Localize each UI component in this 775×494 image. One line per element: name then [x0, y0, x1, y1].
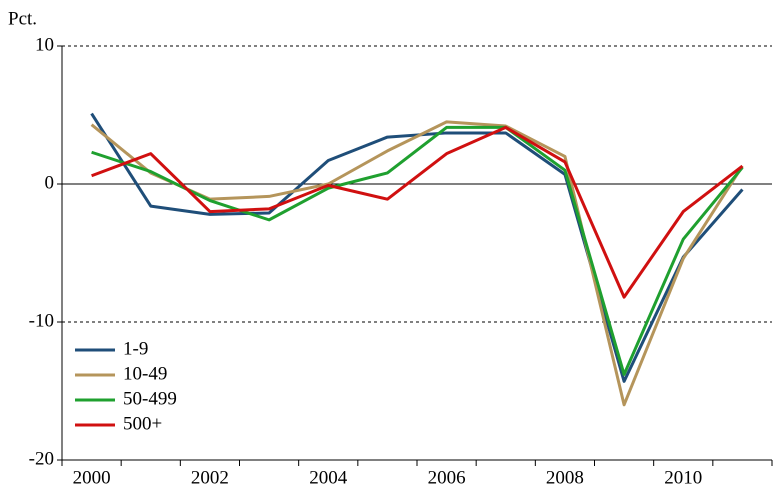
y-axis-label: Pct.: [8, 8, 37, 29]
x-tick-label: 2008: [546, 467, 584, 488]
y-tick-label: 10: [35, 34, 54, 55]
y-tick-label: -10: [29, 310, 54, 331]
legend-label: 10-49: [123, 363, 167, 384]
series-line: [91, 125, 744, 299]
x-tick-label: 2000: [73, 467, 111, 488]
series-line: [91, 125, 744, 376]
series-line: [90, 120, 744, 407]
series-line: [90, 112, 744, 383]
x-tick-label: 2004: [309, 467, 348, 488]
x-tick-label: 2006: [428, 467, 466, 488]
legend-label: 1-9: [123, 338, 148, 359]
x-tick-label: 2002: [191, 467, 229, 488]
y-tick-label: -20: [29, 448, 54, 469]
x-tick-label: 2010: [664, 467, 702, 488]
legend-label: 50-499: [123, 388, 177, 409]
y-tick-label: 0: [45, 172, 55, 193]
legend-label: 500+: [123, 413, 162, 434]
